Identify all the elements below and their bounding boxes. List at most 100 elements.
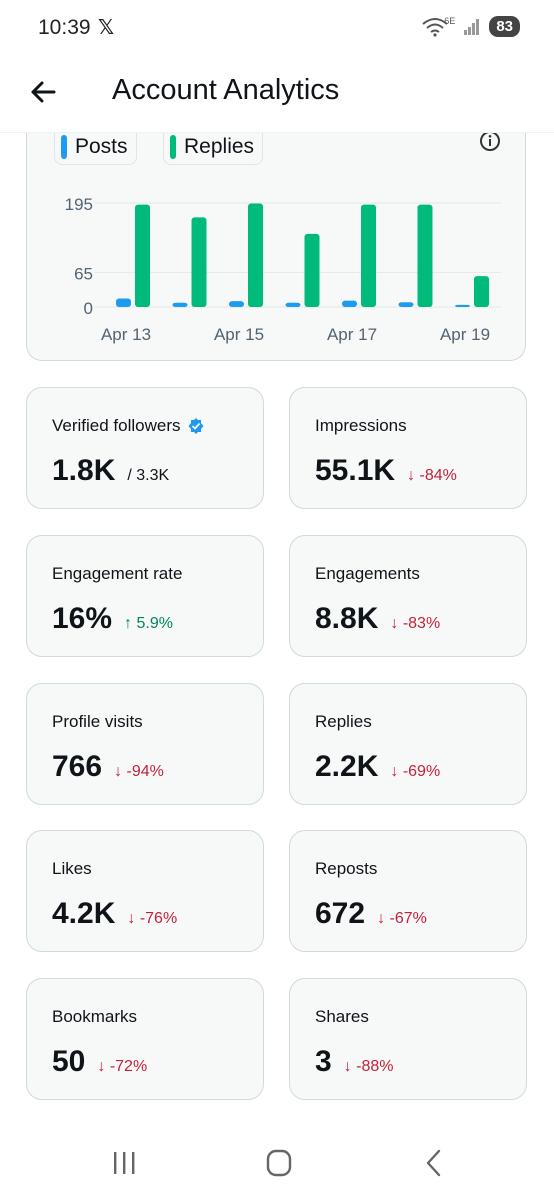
bar-replies [417,204,433,307]
page-title: Account Analytics [112,74,340,106]
metric-value-row: 8.8K ↓ -83% [315,602,440,636]
bar-posts [116,298,131,307]
legend-replies-label: Replies [184,135,255,158]
bar-replies [135,204,150,307]
metric-label-row: Shares [315,1007,369,1027]
metric-change: ↓ -83% [390,615,441,632]
metric-change: ↓ -67% [377,910,427,927]
metric-value-row: 1.8K / 3.3K [52,454,169,488]
metric-value: 672 [315,897,366,930]
metric-label: Engagement rate [52,564,183,583]
metric-value: 1.8K [52,454,116,487]
metric-value-row: 2.2K ↓ -69% [315,750,440,784]
metric-value-row: 3 ↓ -88% [315,1045,393,1079]
metric-value-row: 55.1K ↓ -84% [315,454,457,488]
metric-label: Shares [315,1007,369,1026]
metric-label: Engagements [315,564,420,583]
metric-label: Reposts [315,859,378,878]
metric-change: ↓ -94% [114,763,164,780]
bar-posts [172,302,188,307]
metric-value-row: 16% ↑ 5.9% [52,602,173,636]
metric-card-shares[interactable]: Shares 3 ↓ -88% [289,978,527,1100]
metric-change: ↓ -88% [343,1058,394,1075]
recent-apps-icon[interactable] [104,1146,144,1180]
metric-total: / 3.3K [127,467,170,484]
status-icons: 6E 83 [422,16,520,37]
metric-label: Profile visits [52,712,143,731]
chart-card: Posts Replies 0 65 195 Apr 13 Apr 15 Apr 17 Ap… [26,110,526,361]
system-nav-bar [0,1124,554,1200]
metric-change: ↑ 5.9% [124,615,173,632]
x-tick-label: Apr 13 [101,325,151,344]
back-icon[interactable] [414,1146,454,1180]
legend-posts-swatch [61,135,67,159]
x-logo-icon: 𝕏 [98,17,115,39]
metric-label: Verified followers [52,416,181,435]
bar-replies [304,233,320,307]
x-tick-label: Apr 19 [440,325,490,344]
app-header: Account Analytics [0,58,554,133]
metric-label-row: Verified followers [52,416,205,436]
bar-posts [342,300,357,307]
y-tick-label: 65 [74,264,93,283]
bar-replies [248,203,263,307]
metric-label-row: Replies [315,712,372,732]
metric-card-replies[interactable]: Replies 2.2K ↓ -69% [289,683,527,805]
metric-value: 50 [52,1045,86,1078]
metric-value-row: 672 ↓ -67% [315,897,427,931]
metric-label: Likes [52,859,92,878]
metric-card-likes[interactable]: Likes 4.2K ↓ -76% [26,830,264,952]
metric-value: 16% [52,602,113,635]
verified-badge-icon [188,418,204,434]
bar-posts [285,302,301,307]
metric-change: ↓ -69% [390,763,441,780]
legend-posts[interactable]: Posts [54,130,137,165]
metric-change: ↓ -84% [407,467,457,484]
wifi-icon [422,17,448,37]
metric-change: ↓ -72% [97,1058,148,1075]
bar-replies [361,204,376,307]
bar-posts [455,304,470,307]
status-time: 10:39 [38,16,91,39]
metric-label-row: Profile visits [52,712,143,732]
y-tick-label: 195 [65,195,93,214]
metric-label-row: Engagement rate [52,564,182,584]
metric-label: Replies [315,712,372,731]
battery-level: 83 [489,16,520,37]
metric-value: 55.1K [315,454,396,487]
metric-value: 766 [52,750,103,783]
metric-card-engagements[interactable]: Engagements 8.8K ↓ -83% [289,535,527,657]
x-tick-label: Apr 17 [327,325,377,344]
metric-value-row: 50 ↓ -72% [52,1045,147,1079]
bar-replies [191,217,207,307]
metric-card-bookmarks[interactable]: Bookmarks 50 ↓ -72% [26,978,264,1100]
status-bar: 10:39 𝕏 6E 83 [0,0,554,58]
x-tick-label: Apr 15 [214,325,264,344]
metric-value: 3 [315,1045,332,1078]
metric-label-row: Reposts [315,859,377,879]
signal-icon [464,18,480,35]
metric-value: 8.8K [315,602,379,635]
metric-label: Impressions [315,416,407,435]
legend-replies[interactable]: Replies [163,130,264,165]
metric-value-row: 766 ↓ -94% [52,750,164,784]
metric-value-row: 4.2K ↓ -76% [52,897,177,931]
metric-label-row: Impressions [315,416,407,436]
metric-card-impressions[interactable]: Impressions 55.1K ↓ -84% [289,387,527,509]
metric-change: ↓ -76% [127,910,178,927]
home-icon[interactable] [259,1146,299,1180]
metric-value: 2.2K [315,750,379,783]
metric-card-reposts[interactable]: Reposts 672 ↓ -67% [289,830,527,952]
metric-card-verified-followers[interactable]: Verified followers 1.8K / 3.3K [26,387,264,509]
back-arrow-icon[interactable] [26,72,66,112]
y-tick-label: 0 [84,299,93,318]
bar-replies [474,276,489,307]
metric-card-engagement-rate[interactable]: Engagement rate 16% ↑ 5.9% [26,535,264,657]
metric-value: 4.2K [52,897,116,930]
bar-posts [229,301,244,307]
legend-posts-label: Posts [75,135,128,158]
metric-card-profile-visits[interactable]: Profile visits 766 ↓ -94% [26,683,264,805]
bar-posts [398,302,414,307]
legend-replies-swatch [170,135,176,159]
network-label: 6E [444,15,456,26]
